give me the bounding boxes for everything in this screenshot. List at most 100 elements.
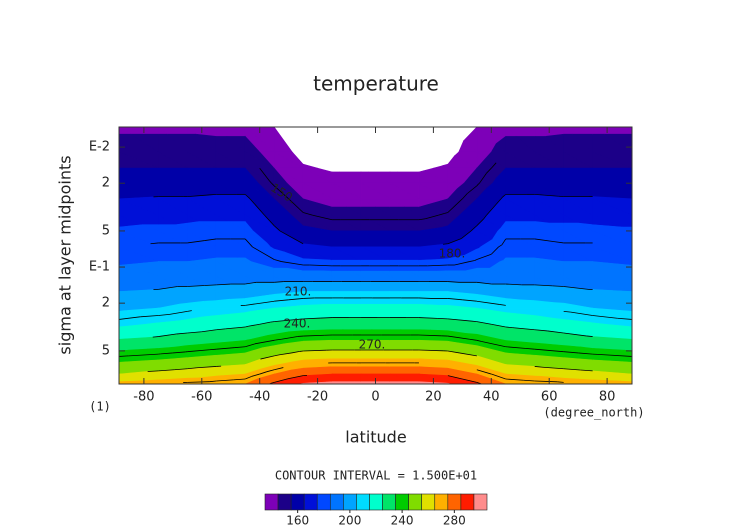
contour-line xyxy=(187,331,202,334)
contour-line xyxy=(505,326,513,329)
contour-line xyxy=(512,327,535,331)
contour-line xyxy=(547,330,564,334)
contour-line xyxy=(271,182,275,187)
contour-line xyxy=(279,230,304,245)
contour-line xyxy=(209,348,217,351)
x-tick-label: -20 xyxy=(307,390,328,405)
contour-line xyxy=(140,315,159,318)
contour-line xyxy=(476,218,484,226)
contour-line xyxy=(278,352,292,356)
contour-band xyxy=(158,378,188,384)
contour-line xyxy=(523,379,535,382)
contour-line xyxy=(474,259,478,261)
colorbar-box xyxy=(290,493,305,511)
contour-line xyxy=(552,285,564,287)
x-tick-label: 0 xyxy=(371,390,379,405)
contour-line xyxy=(169,310,188,315)
contour-line xyxy=(481,341,506,348)
contour-band xyxy=(119,326,153,340)
contour-line xyxy=(563,310,571,313)
contour-band xyxy=(119,224,159,232)
contour-line xyxy=(486,207,494,216)
colorbar-box xyxy=(473,493,488,511)
contour-line xyxy=(216,328,226,331)
contour-band xyxy=(119,264,159,277)
contour-line xyxy=(447,281,460,283)
contour-line xyxy=(438,213,445,216)
contour-line xyxy=(273,185,289,200)
contour-line xyxy=(245,325,249,328)
contour-band xyxy=(245,378,273,384)
contour-band xyxy=(273,127,293,153)
contour-line xyxy=(158,333,178,337)
contour-line xyxy=(264,214,275,226)
contour-label: 270. xyxy=(359,338,386,352)
contour-line xyxy=(187,349,210,353)
colorbar-box xyxy=(447,493,462,511)
contour-line xyxy=(204,284,217,286)
contour-line xyxy=(447,350,460,354)
contour-lines xyxy=(119,162,632,384)
contour-line xyxy=(491,246,499,255)
contour-line xyxy=(578,352,593,355)
contour-line xyxy=(119,316,141,320)
x-tick-label: 20 xyxy=(425,390,442,405)
colorbar-tick-label: 160 xyxy=(286,514,309,528)
contour-line xyxy=(563,351,579,354)
colorbar-box xyxy=(356,493,370,511)
contour-line xyxy=(486,167,492,174)
contour-line xyxy=(209,193,217,196)
contour-line xyxy=(176,332,188,335)
contour-line xyxy=(483,215,487,220)
y-tick-label: 2 xyxy=(102,296,110,311)
contour-line xyxy=(479,172,487,184)
contour-line xyxy=(570,311,593,316)
contour-line xyxy=(264,300,275,303)
contour-line xyxy=(586,335,593,337)
x-tick-label: -60 xyxy=(191,390,212,405)
contour-line xyxy=(259,371,268,375)
contour-field xyxy=(119,127,632,384)
contour-line xyxy=(249,198,256,205)
contour-line xyxy=(303,297,315,299)
contour-line xyxy=(312,214,333,221)
colorbar-box xyxy=(303,493,318,511)
contour-line xyxy=(274,259,282,262)
contour-line xyxy=(259,321,271,325)
contour-line xyxy=(128,353,159,357)
contour-line xyxy=(502,194,507,198)
contour-interval: CONTOUR INTERVAL = 1.500E+01 xyxy=(275,469,477,483)
contour-line xyxy=(444,212,448,214)
contour-line xyxy=(274,319,295,322)
contour-line xyxy=(254,339,275,345)
contour-line xyxy=(274,378,289,383)
contour-line xyxy=(505,346,526,349)
contour-line xyxy=(320,317,333,319)
contour-line xyxy=(476,300,500,305)
contour-line xyxy=(174,368,188,371)
contour-line xyxy=(456,198,463,205)
contour-line xyxy=(557,381,564,383)
colorbar-box xyxy=(316,493,331,511)
y-tick-label: E-2 xyxy=(89,140,110,155)
contour-line xyxy=(500,196,503,200)
contour-line xyxy=(418,218,426,221)
contour-line xyxy=(454,261,470,266)
colorbar-tick-label: 240 xyxy=(391,514,414,528)
contour-line xyxy=(251,373,260,377)
contour-line xyxy=(281,261,304,266)
contour-line xyxy=(152,336,159,338)
x-tick-label: 60 xyxy=(541,390,558,405)
colorbar-tick-label: 280 xyxy=(443,514,466,528)
contour-band xyxy=(331,381,362,384)
contour-band xyxy=(119,348,159,354)
colorbar-box xyxy=(460,493,475,511)
contour-line xyxy=(553,241,564,244)
contour-line xyxy=(303,334,325,337)
contour-line xyxy=(266,369,275,373)
contour-line xyxy=(201,329,217,333)
contour-line xyxy=(447,335,470,340)
colorbar-tick-label: 200 xyxy=(338,514,361,528)
contour-line xyxy=(269,180,272,184)
y-axis-label: sigma at layer midpoints xyxy=(56,155,75,354)
